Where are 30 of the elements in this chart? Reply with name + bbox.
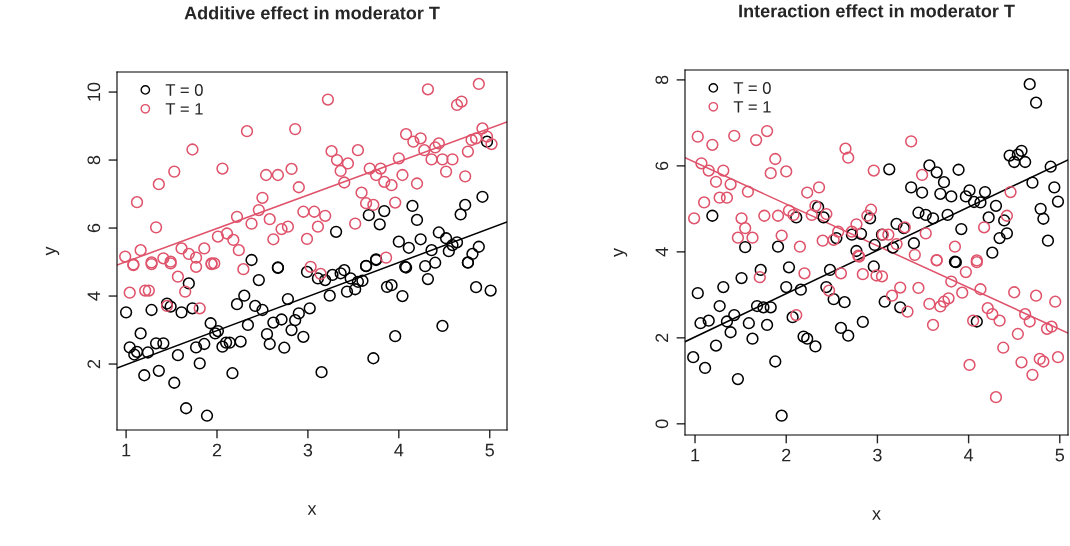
x-tick-label: 4 <box>964 448 974 462</box>
legend-label: T = 0 <box>733 82 771 94</box>
chart-title: Interaction effect in moderator T <box>739 4 1015 18</box>
legend-label: T = 1 <box>165 103 203 115</box>
x-axis-title: x <box>872 510 881 520</box>
legend-label: T = 0 <box>165 84 203 96</box>
y-tick-label: 8 <box>87 155 101 165</box>
y-tick-label: 4 <box>87 291 101 301</box>
x-tick-label: 4 <box>394 443 404 457</box>
y-tick-label: 8 <box>655 75 669 85</box>
y-tick-label: 2 <box>87 359 101 369</box>
y-tick-label: 4 <box>655 247 669 257</box>
y-tick-label: 6 <box>655 161 669 170</box>
y-tick-label: 6 <box>87 223 101 233</box>
x-tick-label: 1 <box>691 448 700 462</box>
y-tick-label: 2 <box>655 333 669 342</box>
x-tick-label: 5 <box>485 443 494 457</box>
y-tick-label: 10 <box>87 82 101 101</box>
x-tick-label: 2 <box>782 448 791 462</box>
y-axis-title: y <box>613 248 628 257</box>
y-tick-label: 0 <box>655 419 669 429</box>
x-axis-title: x <box>307 505 317 515</box>
x-tick-label: 3 <box>303 443 313 457</box>
chart-title: Additive effect in moderator T <box>184 6 440 20</box>
y-axis-title: y <box>45 246 60 256</box>
x-tick-label: 1 <box>122 443 131 457</box>
legend-label: T = 1 <box>733 101 771 113</box>
x-tick-label: 2 <box>212 443 222 457</box>
x-tick-label: 3 <box>873 448 882 462</box>
x-tick-label: 5 <box>1055 448 1065 462</box>
